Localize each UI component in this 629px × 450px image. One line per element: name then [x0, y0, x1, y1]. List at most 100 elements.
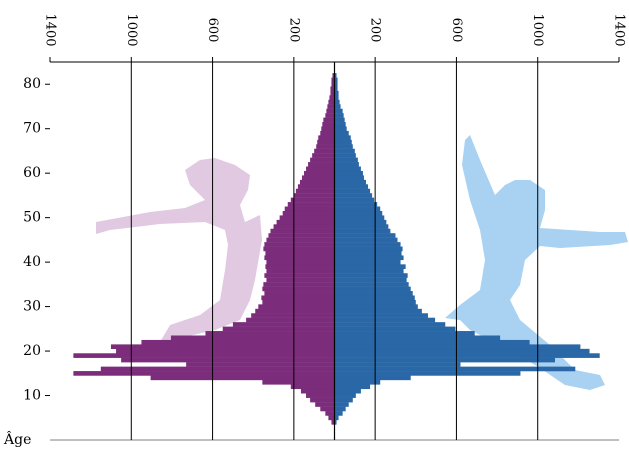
bar [264, 255, 335, 261]
bar [334, 286, 411, 292]
bar [266, 268, 335, 274]
bar [334, 135, 351, 141]
bar [334, 197, 375, 203]
bar [334, 108, 343, 114]
bar [334, 308, 422, 314]
bar [334, 259, 401, 265]
bar [263, 282, 335, 287]
bar [320, 406, 335, 412]
bar [334, 86, 338, 92]
bar [222, 326, 335, 332]
bar [334, 206, 381, 212]
bar [334, 82, 338, 87]
bar [334, 415, 339, 421]
x-tick-label: 200 [368, 18, 383, 43]
bar [334, 379, 381, 385]
bar [334, 344, 581, 350]
bar [310, 157, 335, 163]
x-tick-label: 600 [205, 18, 220, 43]
bar [334, 139, 352, 145]
bar [265, 264, 335, 269]
bar [262, 379, 335, 385]
bar [299, 179, 335, 185]
bar [334, 122, 346, 127]
bar [325, 411, 335, 416]
bar [334, 237, 398, 243]
x-tick-label: 1000 [124, 13, 139, 46]
bar [334, 251, 402, 256]
bar [290, 384, 335, 390]
bar [270, 228, 335, 234]
bar [334, 388, 361, 394]
bar [334, 233, 396, 238]
bar [334, 304, 418, 310]
bar [334, 348, 590, 354]
bar [334, 99, 340, 105]
bar [334, 175, 364, 181]
bar [334, 419, 337, 425]
bar [265, 251, 335, 256]
bar [315, 402, 335, 407]
bar [334, 264, 406, 269]
bar [73, 353, 335, 358]
bar [334, 402, 349, 407]
bar [334, 126, 347, 132]
bar [334, 371, 521, 376]
bar [334, 210, 383, 216]
bar [301, 175, 335, 181]
bar [331, 419, 335, 425]
bar [330, 86, 335, 92]
bar [334, 375, 411, 381]
bar [334, 277, 407, 283]
bar [334, 148, 355, 154]
male-silhouette [445, 135, 628, 390]
bar [316, 144, 335, 149]
bar [304, 170, 335, 176]
female-silhouette [96, 158, 262, 342]
bar [334, 104, 341, 109]
bar [264, 273, 335, 278]
bar [334, 393, 356, 398]
bar [327, 104, 335, 109]
x-tick-label: 1000 [530, 13, 545, 46]
bar [279, 215, 335, 221]
bar [334, 73, 337, 78]
bar [334, 406, 346, 412]
bar [334, 170, 363, 176]
bar [334, 246, 403, 252]
y-tick-label: 20 [23, 343, 41, 359]
bar [334, 77, 338, 83]
bar [317, 139, 335, 145]
bar [332, 73, 335, 78]
x-tick-label: 1400 [612, 13, 627, 46]
bar [334, 153, 356, 158]
bar [334, 317, 436, 323]
bar [334, 255, 404, 261]
bar [290, 197, 335, 203]
bar [334, 273, 408, 278]
bar [334, 291, 413, 296]
bar [334, 228, 391, 234]
bar [334, 130, 349, 136]
bar [264, 291, 335, 296]
bar [334, 188, 371, 194]
y-tick-label: 30 [23, 299, 41, 315]
bar [276, 219, 335, 225]
bar [323, 117, 335, 123]
bar [334, 90, 339, 96]
bar [232, 322, 335, 327]
bar [306, 393, 335, 398]
bar [334, 339, 530, 345]
bar [297, 184, 335, 189]
x-tick-label: 600 [449, 18, 464, 43]
bar [110, 344, 335, 350]
bar [334, 144, 353, 149]
bar [308, 162, 335, 167]
bar [331, 82, 335, 87]
bar [334, 397, 353, 403]
bar [334, 193, 373, 198]
bar [266, 237, 335, 243]
bar [322, 122, 335, 127]
bar [334, 202, 378, 207]
